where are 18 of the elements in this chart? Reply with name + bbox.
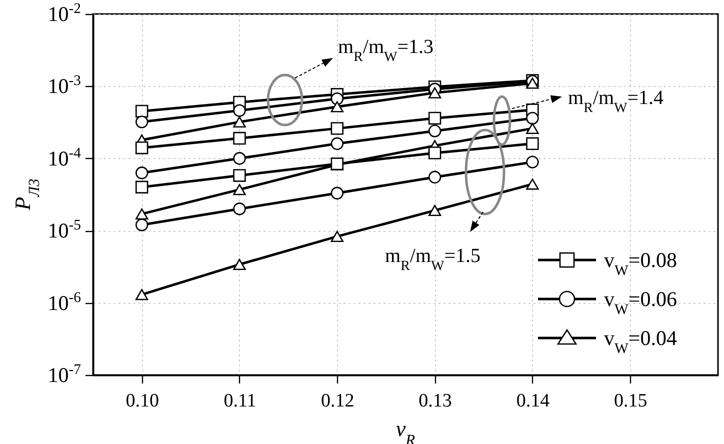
y-tick-label: 10$^{-3}$	[48, 73, 81, 98]
x-tick-label: 0.11	[224, 390, 256, 412]
x-tick-label: 0.12	[321, 390, 354, 412]
x-tick-label: 0.13	[418, 390, 452, 412]
x-tick-label: 0.15	[614, 390, 648, 412]
y-tick-label: 10$^{-7}$	[48, 362, 81, 387]
legend-label: v$_{W}$=0.06	[604, 287, 677, 318]
x-tick-label: 0.14	[516, 390, 550, 412]
y-tick-label: 10$^{-6}$	[48, 290, 81, 315]
x-tick-label: 0.10	[126, 390, 159, 412]
y-tick-label: 10$^{-5}$	[48, 218, 81, 243]
y-tick-label: 10$^{-4}$	[48, 145, 82, 170]
annotation: m$_{R}$/m$_{W}$=1.4	[568, 87, 664, 116]
annotation: m$_{R}$/m$_{W}$=1.3	[338, 36, 434, 64]
legend-label: v$_{W}$=0.04	[604, 326, 678, 357]
y-tick-label: 10$^{-2}$	[48, 1, 81, 26]
annotation: m$_{R}$/m$_{W}$=1.5	[385, 245, 481, 274]
legend-label: v$_{W}$=0.08	[604, 248, 677, 279]
